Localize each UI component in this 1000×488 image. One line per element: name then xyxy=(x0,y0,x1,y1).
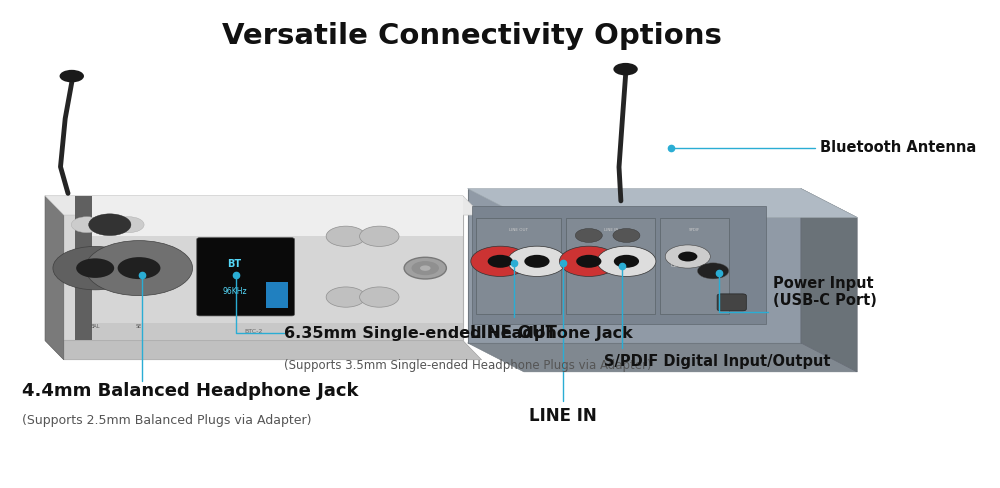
Circle shape xyxy=(488,255,513,268)
FancyBboxPatch shape xyxy=(472,206,766,324)
Circle shape xyxy=(86,241,193,296)
Text: BAL: BAL xyxy=(90,324,100,329)
Text: Power Input
(USB-C Port): Power Input (USB-C Port) xyxy=(773,276,877,308)
Circle shape xyxy=(559,246,618,276)
Circle shape xyxy=(613,228,640,243)
FancyBboxPatch shape xyxy=(566,218,655,314)
Text: SPDIF: SPDIF xyxy=(689,228,700,232)
Text: LINE OUT: LINE OUT xyxy=(470,324,557,342)
FancyBboxPatch shape xyxy=(92,196,463,236)
Circle shape xyxy=(404,257,446,279)
Circle shape xyxy=(412,261,439,275)
Polygon shape xyxy=(45,196,482,215)
Text: S/PDIF Digital Input/Output: S/PDIF Digital Input/Output xyxy=(604,354,830,369)
Text: BT: BT xyxy=(227,259,242,269)
Circle shape xyxy=(118,257,160,279)
FancyBboxPatch shape xyxy=(197,238,294,316)
Circle shape xyxy=(360,226,399,246)
FancyBboxPatch shape xyxy=(266,282,288,308)
Circle shape xyxy=(76,258,114,278)
Circle shape xyxy=(597,246,656,276)
Polygon shape xyxy=(801,188,857,372)
FancyBboxPatch shape xyxy=(75,196,92,341)
Text: Bluetooth Antenna: Bluetooth Antenna xyxy=(820,140,976,155)
Circle shape xyxy=(613,63,638,76)
Text: SE: SE xyxy=(136,324,142,329)
Text: LINE OUT: LINE OUT xyxy=(509,228,528,232)
Polygon shape xyxy=(45,341,482,360)
Circle shape xyxy=(576,255,601,268)
FancyBboxPatch shape xyxy=(468,188,801,343)
Text: (Supports 2.5mm Balanced Plugs via Adapter): (Supports 2.5mm Balanced Plugs via Adapt… xyxy=(22,414,311,427)
Circle shape xyxy=(326,287,366,307)
Circle shape xyxy=(471,246,530,276)
Text: BTC-2: BTC-2 xyxy=(245,329,263,334)
FancyBboxPatch shape xyxy=(92,323,463,341)
FancyBboxPatch shape xyxy=(717,294,746,311)
Circle shape xyxy=(575,228,602,243)
Polygon shape xyxy=(45,196,64,360)
Text: 4.4mm Balanced Headphone Jack: 4.4mm Balanced Headphone Jack xyxy=(22,382,358,400)
FancyBboxPatch shape xyxy=(45,196,463,341)
Circle shape xyxy=(71,217,102,233)
Circle shape xyxy=(524,255,550,268)
Circle shape xyxy=(360,287,399,307)
Polygon shape xyxy=(468,188,857,218)
Text: LINE IN: LINE IN xyxy=(604,228,618,232)
Circle shape xyxy=(665,245,710,268)
Text: Versatile Connectivity Options: Versatile Connectivity Options xyxy=(222,22,722,50)
Text: LINE IN: LINE IN xyxy=(529,407,597,425)
FancyBboxPatch shape xyxy=(476,218,561,314)
Polygon shape xyxy=(468,343,857,372)
Circle shape xyxy=(113,217,144,233)
Circle shape xyxy=(60,70,84,82)
Circle shape xyxy=(614,255,639,268)
Text: 96KHz: 96KHz xyxy=(222,287,247,296)
Circle shape xyxy=(326,226,366,246)
Text: (Supports 3.5mm Single-ended Headphone Plugs via Adapter): (Supports 3.5mm Single-ended Headphone P… xyxy=(284,359,652,372)
Circle shape xyxy=(697,263,729,279)
Circle shape xyxy=(53,246,137,290)
Circle shape xyxy=(678,252,697,262)
FancyBboxPatch shape xyxy=(660,218,729,314)
Circle shape xyxy=(507,246,566,276)
Text: CE: CE xyxy=(671,263,678,268)
Circle shape xyxy=(420,265,431,271)
Text: 6.35mm Single-ended Headphone Jack: 6.35mm Single-ended Headphone Jack xyxy=(284,326,633,341)
Circle shape xyxy=(89,214,131,236)
